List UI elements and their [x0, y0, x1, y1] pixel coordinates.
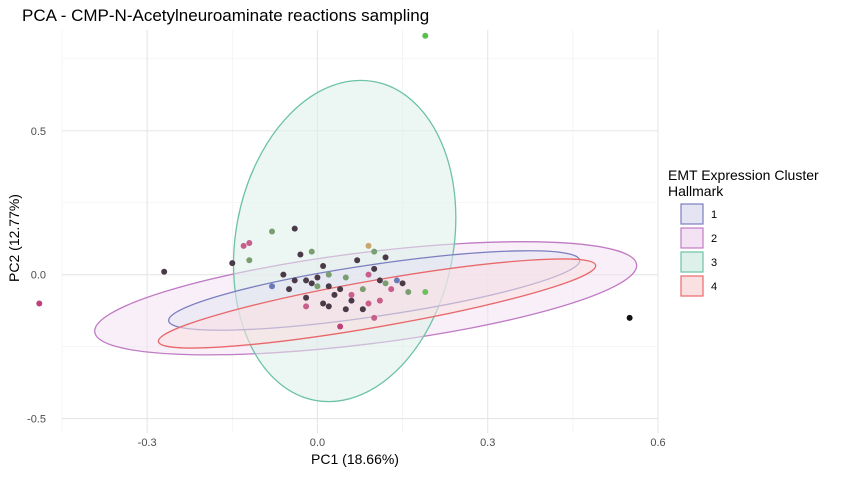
y-tick-label: -0.5	[27, 414, 46, 426]
y-axis-label: PC2 (12.77%)	[6, 194, 22, 282]
data-point	[246, 257, 253, 264]
data-point	[297, 251, 304, 258]
data-point	[314, 283, 321, 290]
legend-key-4	[680, 275, 704, 297]
legend-key-3	[680, 251, 704, 273]
legend-key-2	[680, 227, 704, 249]
legend-label-1: 1	[711, 209, 717, 221]
legend-label-4: 4	[711, 281, 717, 293]
data-point	[365, 300, 372, 307]
legend-entries: 1 2 3 4	[680, 203, 717, 297]
data-point	[303, 277, 310, 284]
y-tick-label: 0.0	[31, 270, 46, 282]
tick-layer: -0.3 0.0 0.3 0.6 -0.5 0.0 0.5	[27, 126, 666, 449]
chart-title: PCA - CMP-N-Acetylneuroaminate reactions…	[22, 6, 429, 25]
data-point	[371, 265, 378, 272]
data-point	[354, 257, 361, 264]
data-point	[303, 303, 310, 310]
data-point	[342, 306, 349, 313]
data-point	[422, 288, 429, 295]
legend: EMT Expression Cluster Hallmark 1 2 3 4	[668, 167, 819, 297]
data-point	[314, 274, 321, 281]
data-point	[291, 277, 298, 284]
data-point	[382, 280, 389, 287]
data-point	[269, 283, 276, 290]
data-point	[337, 323, 344, 330]
legend-label-2: 2	[711, 233, 717, 245]
data-point	[280, 271, 287, 278]
data-point	[161, 268, 168, 275]
data-point	[308, 280, 315, 287]
data-point	[359, 286, 366, 293]
data-point	[365, 242, 372, 249]
data-point	[376, 277, 383, 284]
legend-label-3: 3	[711, 257, 717, 269]
x-tick-label: -0.3	[138, 437, 157, 449]
x-tick-label: 0.3	[480, 437, 495, 449]
y-tick-label: 0.5	[31, 126, 46, 138]
x-axis-label: PC1 (18.66%)	[311, 451, 399, 467]
data-point	[376, 297, 383, 304]
data-point	[393, 277, 400, 284]
data-point	[36, 300, 43, 307]
data-point	[269, 228, 276, 235]
data-point	[303, 294, 310, 301]
data-point	[320, 300, 327, 307]
data-point	[371, 314, 378, 321]
data-point	[331, 291, 338, 298]
data-point	[240, 242, 247, 249]
legend-key-1	[680, 203, 704, 225]
x-tick-label: 0.6	[650, 437, 665, 449]
legend-title-line2: Hallmark	[668, 183, 724, 199]
data-point	[325, 271, 332, 278]
x-tick-label: 0.0	[310, 437, 325, 449]
data-point	[348, 291, 355, 298]
data-point	[320, 263, 327, 270]
data-point	[229, 260, 236, 267]
data-point	[246, 240, 253, 247]
ellipse-layer	[94, 79, 638, 403]
data-point	[286, 286, 293, 293]
data-point	[399, 280, 406, 287]
data-point	[342, 274, 349, 281]
data-point	[337, 286, 344, 293]
point-layer	[36, 32, 633, 330]
data-point	[422, 32, 429, 39]
data-point	[359, 306, 366, 313]
data-point	[348, 297, 355, 304]
data-point	[325, 283, 332, 290]
data-point	[405, 288, 412, 295]
data-point	[291, 225, 298, 232]
data-point	[382, 254, 389, 261]
data-point	[325, 303, 332, 310]
data-point	[388, 286, 395, 293]
legend-title-line1: EMT Expression Cluster	[668, 167, 819, 183]
confidence-ellipse-group-4	[157, 258, 597, 349]
data-point	[308, 248, 315, 255]
data-point	[365, 271, 372, 278]
data-point	[371, 248, 378, 255]
data-point	[626, 314, 633, 321]
